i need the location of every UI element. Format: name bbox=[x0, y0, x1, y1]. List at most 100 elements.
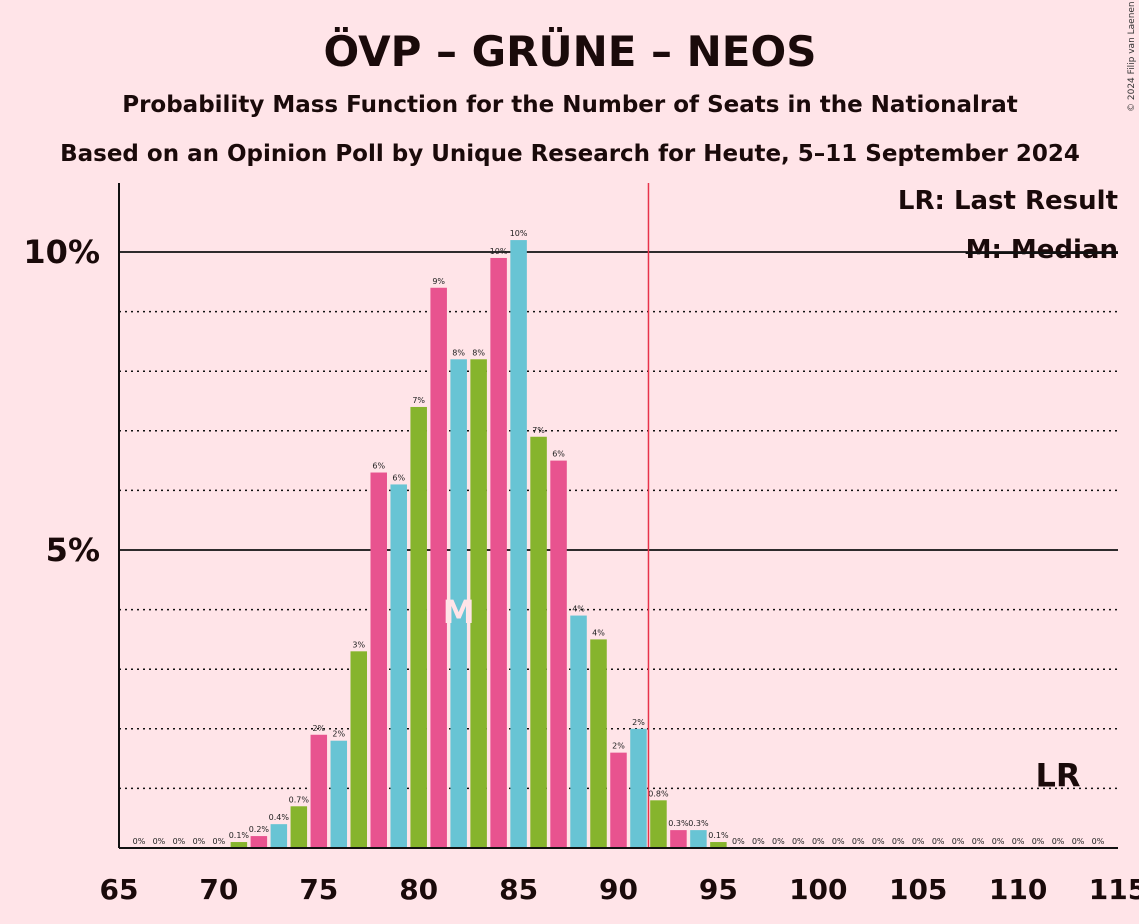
bar-seat-93 bbox=[670, 830, 687, 848]
bar-seat-90 bbox=[610, 752, 627, 848]
x-tick-label: 115 bbox=[1089, 873, 1139, 906]
bar-seat-74 bbox=[290, 806, 308, 848]
bars bbox=[230, 240, 727, 849]
data-label-seat-86: 7% bbox=[532, 426, 545, 435]
legend-last-result: LR: Last Result bbox=[898, 186, 1118, 216]
data-label-seat-72: 0.2% bbox=[249, 825, 270, 834]
bar-seat-86 bbox=[530, 436, 547, 848]
bar-seat-84 bbox=[490, 257, 507, 849]
data-label-seat-82: 8% bbox=[452, 348, 465, 357]
legend-median: M: Median bbox=[966, 235, 1118, 265]
data-labels: 0% 0% 0% 0% 0%0.1%0.2%0.4%0.7%2%2%3%6%6%7%9%… bbox=[133, 229, 1105, 846]
data-label-seat-87: 6% bbox=[552, 450, 565, 459]
data-label-seat-90: 2% bbox=[612, 742, 625, 751]
data-label-seat-81: 9% bbox=[432, 277, 445, 286]
grid-lines: 5% 10% bbox=[23, 233, 1118, 790]
data-label-seat-100: 0% bbox=[812, 837, 825, 846]
data-label-seat-84: 10% bbox=[490, 247, 508, 256]
bar-seat-85 bbox=[510, 240, 527, 848]
data-label-seat-108: 0% bbox=[972, 837, 985, 846]
chart-subtitle-2: Based on an Opinion Poll by Unique Resea… bbox=[60, 141, 1080, 167]
data-label-seat-103: 0% bbox=[872, 837, 885, 846]
x-tick-label: 80 bbox=[399, 873, 438, 906]
bar-seat-95 bbox=[710, 842, 727, 848]
data-label-seat-83: 8% bbox=[472, 348, 485, 357]
data-label-seat-105: 0% bbox=[912, 837, 925, 846]
data-label-seat-79: 6% bbox=[392, 473, 405, 482]
data-label-seat-91: 2% bbox=[632, 718, 645, 727]
x-tick-label: 85 bbox=[499, 873, 538, 906]
data-label-seat-104: 0% bbox=[892, 837, 905, 846]
data-label-seat-66: 0% bbox=[133, 837, 146, 846]
bar-seat-72 bbox=[250, 836, 268, 848]
data-label-seat-95: 0.1% bbox=[708, 831, 729, 840]
x-tick-label: 90 bbox=[599, 873, 638, 906]
bar-seat-87 bbox=[550, 460, 567, 848]
data-label-seat-98: 0% bbox=[772, 837, 785, 846]
median-marker: M bbox=[443, 593, 475, 631]
chart-title: ÖVP – GRÜNE – NEOS bbox=[324, 26, 817, 76]
bar-seat-79 bbox=[390, 484, 407, 848]
x-tick-label: 70 bbox=[199, 873, 238, 906]
data-label-seat-80: 7% bbox=[412, 396, 425, 405]
bar-seat-77 bbox=[350, 651, 368, 848]
x-tick-label: 75 bbox=[299, 873, 338, 906]
bar-seat-88 bbox=[570, 615, 587, 848]
data-label-seat-94: 0.3% bbox=[688, 819, 709, 828]
data-label-seat-69: 0% bbox=[193, 837, 206, 846]
data-label-seat-73: 0.4% bbox=[269, 813, 290, 822]
x-tick-label: 95 bbox=[699, 873, 738, 906]
data-label-seat-76: 2% bbox=[332, 730, 345, 739]
x-tick-label: 65 bbox=[100, 873, 139, 906]
data-label-seat-93: 0.3% bbox=[668, 819, 689, 828]
bar-seat-76 bbox=[330, 740, 348, 848]
data-label-seat-111: 0% bbox=[1032, 837, 1045, 846]
data-label-seat-110: 0% bbox=[1012, 837, 1025, 846]
bar-seat-82 bbox=[450, 359, 467, 848]
bar-seat-89 bbox=[590, 639, 607, 848]
bar-seat-75 bbox=[310, 734, 328, 848]
x-tick-label: 110 bbox=[989, 873, 1047, 906]
data-label-seat-77: 3% bbox=[352, 640, 365, 649]
data-label-seat-96: 0% bbox=[732, 837, 745, 846]
data-label-seat-101: 0% bbox=[832, 837, 845, 846]
bar-seat-81 bbox=[430, 287, 447, 848]
copyright-notice: © 2024 Filip van Laenen bbox=[1127, 1, 1137, 112]
last-result-marker: LR bbox=[1036, 756, 1081, 794]
bar-seat-78 bbox=[370, 472, 387, 848]
data-label-seat-68: 0% bbox=[173, 837, 186, 846]
data-label-seat-67: 0% bbox=[153, 837, 166, 846]
data-label-seat-75: 2% bbox=[312, 724, 325, 733]
data-label-seat-99: 0% bbox=[792, 837, 805, 846]
data-label-seat-97: 0% bbox=[752, 837, 765, 846]
data-label-seat-107: 0% bbox=[952, 837, 965, 846]
data-label-seat-106: 0% bbox=[932, 837, 945, 846]
data-label-seat-74: 0.7% bbox=[289, 795, 310, 804]
data-label-seat-114: 0% bbox=[1092, 837, 1105, 846]
data-label-seat-70: 0% bbox=[213, 837, 226, 846]
data-label-seat-89: 4% bbox=[592, 628, 605, 637]
y-tick-label: 10% bbox=[23, 233, 100, 271]
data-label-seat-88: 4% bbox=[572, 605, 585, 614]
data-label-seat-92: 0.8% bbox=[648, 789, 669, 798]
bar-seat-83 bbox=[470, 359, 487, 848]
bar-seat-94 bbox=[690, 830, 707, 848]
y-tick-label: 5% bbox=[46, 531, 100, 569]
data-label-seat-78: 6% bbox=[372, 462, 385, 471]
x-tick-label: 100 bbox=[789, 873, 847, 906]
data-label-seat-109: 0% bbox=[992, 837, 1005, 846]
bar-seat-80 bbox=[410, 406, 427, 848]
data-label-seat-102: 0% bbox=[852, 837, 865, 846]
axes: 65 70 75 80 85 90 95 100 105 110 115 bbox=[100, 183, 1139, 906]
bar-seat-91 bbox=[630, 728, 647, 848]
data-label-seat-71: 0.1% bbox=[229, 831, 250, 840]
data-label-seat-112: 0% bbox=[1052, 837, 1065, 846]
data-label-seat-113: 0% bbox=[1072, 837, 1085, 846]
bar-seat-71 bbox=[230, 842, 248, 848]
x-tick-label: 105 bbox=[889, 873, 947, 906]
bar-seat-73 bbox=[270, 824, 288, 848]
chart-subtitle-1: Probability Mass Function for the Number… bbox=[122, 92, 1018, 118]
bar-seat-92 bbox=[650, 800, 667, 848]
data-label-seat-85: 10% bbox=[510, 229, 528, 238]
